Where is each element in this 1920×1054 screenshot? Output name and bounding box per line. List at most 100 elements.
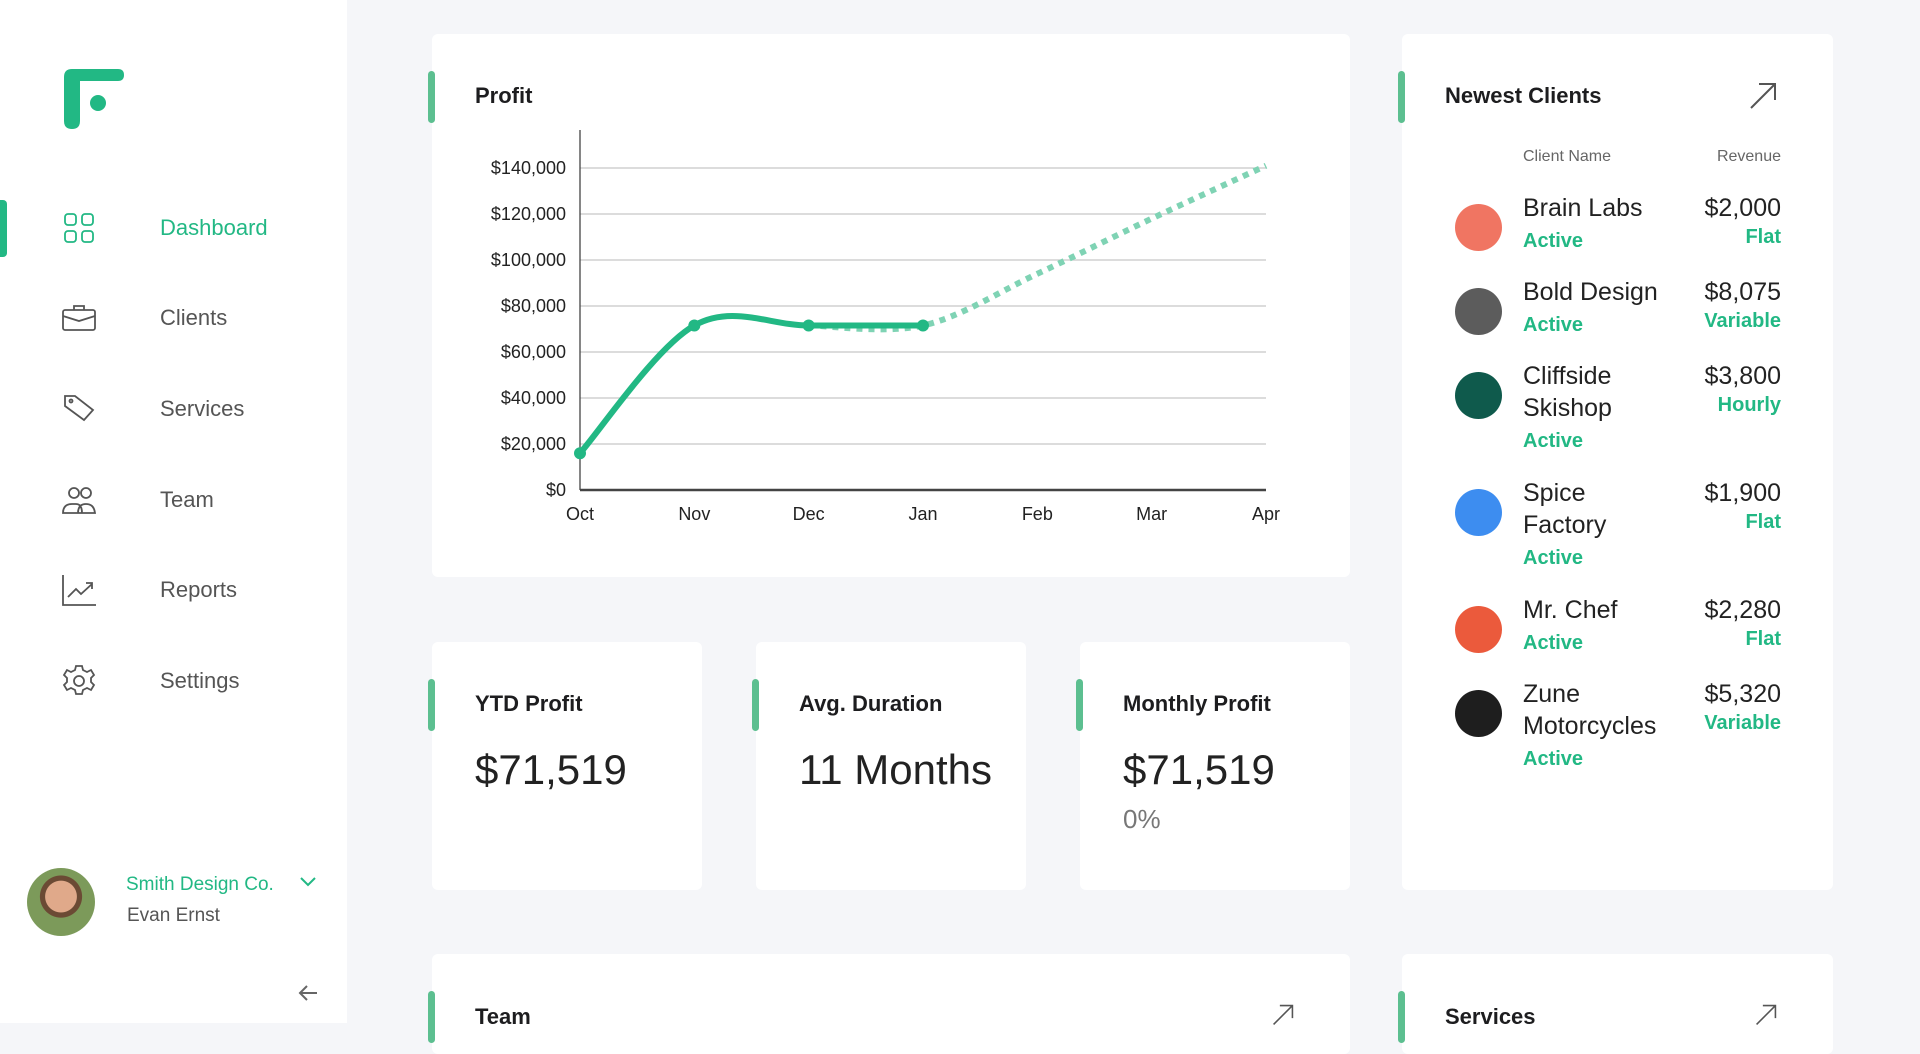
open-external-arrow-icon[interactable] [1272, 1004, 1294, 1026]
sidebar-item-label: Dashboard [160, 215, 268, 240]
card-accent [428, 71, 435, 123]
stat-card: YTD Profit $71,519 [428, 642, 702, 890]
x-tick-label: Feb [1022, 504, 1053, 524]
y-tick-label: $60,000 [501, 342, 566, 362]
stat-title: Monthly Profit [1123, 691, 1271, 716]
sidebar-item-label: Clients [160, 305, 228, 330]
y-tick-label: $100,000 [491, 250, 566, 270]
client-status: Active [1523, 748, 1584, 770]
sidebar-item-team[interactable]: Team [0, 470, 347, 530]
client-logo [1455, 204, 1502, 251]
client-billing-type: Flat [1745, 511, 1781, 533]
y-tick-label: $20,000 [501, 434, 566, 454]
x-tick-label: Apr [1252, 504, 1280, 524]
client-revenue: $1,900 [1704, 479, 1781, 507]
briefcase-icon [62, 305, 96, 331]
card-accent [1076, 679, 1083, 731]
card-title: Services [1445, 1004, 1536, 1029]
sidebar-item-reports[interactable]: Reports [0, 560, 347, 620]
services-card: Services [1398, 954, 1833, 1054]
client-logo [1455, 489, 1502, 536]
client-name: Zune Motorcycles [1523, 680, 1657, 740]
chevron-down-icon[interactable] [299, 876, 317, 888]
client-name: Brain Labs [1523, 194, 1643, 222]
team-card: Team [428, 954, 1350, 1054]
stat-title: Avg. Duration [799, 691, 943, 716]
sidebar-item-label: Team [160, 487, 214, 512]
client-logo [1455, 288, 1502, 335]
client-billing-type: Hourly [1717, 394, 1781, 416]
client-billing-type: Flat [1745, 628, 1781, 650]
collapse-sidebar-arrow-icon[interactable] [298, 984, 318, 1002]
data-point [802, 319, 815, 332]
profit-line [577, 313, 926, 457]
x-tick-label: Jan [908, 504, 937, 524]
client-status: Active [1523, 430, 1584, 452]
data-point [917, 319, 929, 332]
x-tick-label: Nov [678, 504, 710, 524]
stat-value: $71,519 [1123, 746, 1275, 793]
client-name: Mr. Chef [1523, 596, 1618, 624]
x-tick-label: Oct [566, 504, 594, 524]
client-name: Bold Design [1523, 278, 1658, 306]
client-billing-type: Variable [1704, 712, 1781, 734]
client-name: Cliffside Skishop [1523, 362, 1612, 422]
x-tick-label: Dec [793, 504, 825, 524]
card-accent [752, 679, 759, 731]
client-name: Spice Factory [1523, 479, 1607, 539]
sidebar-item-label: Services [160, 396, 245, 421]
newest-clients-card: Newest Clients Client Name Revenue Brain… [1398, 34, 1833, 890]
open-external-arrow-icon[interactable] [1749, 82, 1777, 110]
client-revenue: $5,320 [1704, 680, 1781, 708]
client-revenue: $2,000 [1704, 194, 1781, 222]
chart-trend-icon [62, 575, 96, 606]
card-title: Profit [475, 83, 533, 108]
user-name: Evan Ernst [127, 905, 220, 926]
sidebar-item-settings[interactable]: Settings [0, 651, 347, 711]
client-status: Active [1523, 632, 1584, 654]
y-tick-label: $0 [546, 480, 566, 500]
stat-change: 0% [1123, 804, 1161, 834]
client-status: Active [1523, 547, 1584, 569]
data-point [688, 319, 701, 332]
x-tick-label: Mar [1136, 504, 1167, 524]
client-billing-type: Variable [1704, 310, 1781, 332]
profit-chart: $0 $20,000 $40,000 $60,000 $80,000 $100,000 $1… [491, 130, 1280, 524]
users-icon [62, 487, 96, 514]
client-billing-type: Flat [1745, 226, 1781, 248]
client-status: Active [1523, 230, 1584, 252]
company-name: Smith Design Co. [126, 874, 274, 895]
sidebar-item-dashboard[interactable]: Dashboard [0, 198, 347, 258]
client-logo [1455, 372, 1502, 419]
sidebar-item-services[interactable]: Services [0, 379, 347, 439]
tag-icon [64, 395, 95, 422]
sidebar: Dashboard Clients Services Team Reports … [0, 0, 347, 1023]
data-point [574, 447, 586, 460]
card-accent [1398, 991, 1405, 1043]
client-revenue: $3,800 [1704, 362, 1781, 390]
card-accent [428, 679, 435, 731]
active-nav-indicator [0, 200, 7, 257]
y-tick-label: $80,000 [501, 296, 566, 316]
y-tick-label: $140,000 [491, 158, 566, 178]
sidebar-item-label: Reports [160, 577, 238, 602]
client-status: Active [1523, 314, 1584, 336]
projected-profit-line [808, 162, 1268, 333]
stat-value: $71,519 [475, 746, 627, 793]
column-header-revenue: Revenue [1716, 148, 1781, 165]
gear-icon [62, 665, 96, 695]
client-logo [1455, 690, 1502, 737]
app-logo [64, 69, 124, 129]
y-tick-label: $120,000 [491, 204, 566, 224]
grid-icon [64, 213, 94, 243]
sidebar-item-clients[interactable]: Clients [0, 288, 347, 348]
stat-title: YTD Profit [475, 691, 583, 716]
open-external-arrow-icon[interactable] [1755, 1004, 1777, 1026]
avatar [27, 868, 95, 936]
client-revenue: $2,280 [1704, 596, 1781, 624]
y-tick-label: $40,000 [501, 388, 566, 408]
stat-card: Monthly Profit $71,519 0% [1076, 642, 1350, 890]
client-revenue: $8,075 [1704, 278, 1781, 306]
profit-card: Profit $0 $20,000 $40,000 $60,000 $80,000 $10… [428, 34, 1350, 577]
card-accent [428, 991, 435, 1043]
